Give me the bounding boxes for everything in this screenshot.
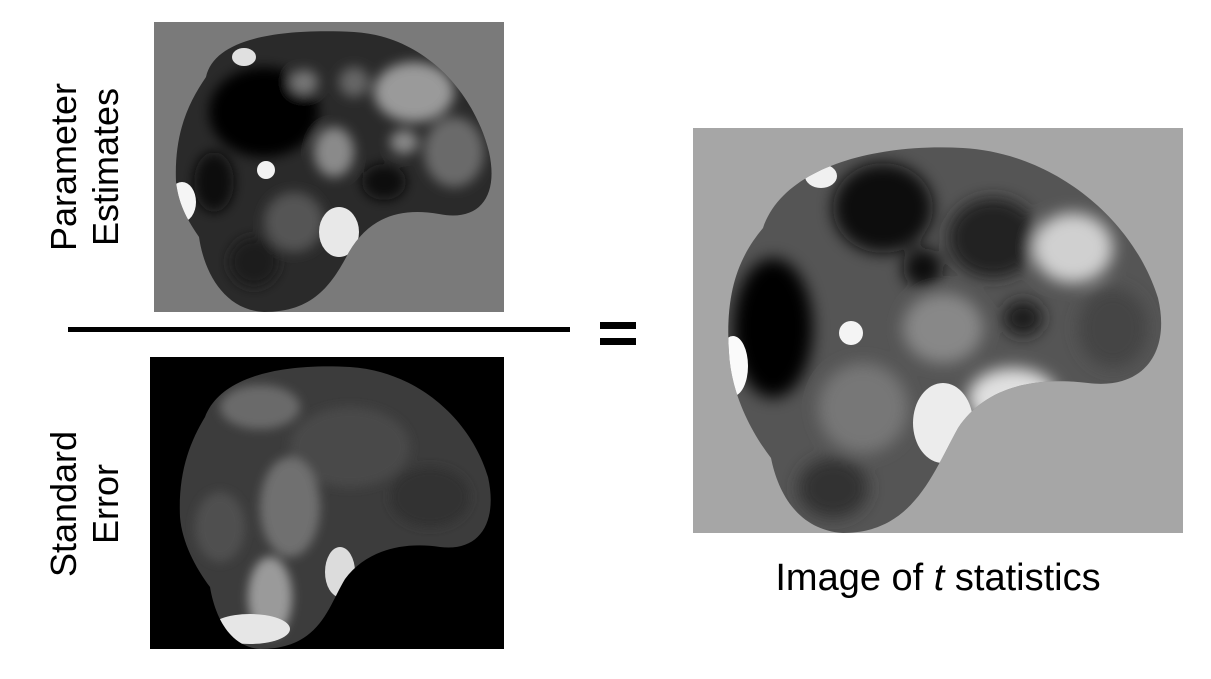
parameter-estimates-label-line-2: Estimates [85,87,126,247]
t-statistics-image [693,128,1183,533]
caption-variable: t [933,557,945,599]
equals-sign [600,322,636,346]
caption-prefix: Image of [775,557,934,599]
parameter-estimates-label-line-1: Parameter [43,82,84,252]
standard-error-label-line-1: Standard [43,430,84,578]
standard-error-image [150,357,504,649]
standard-error-label-line-2: Error [85,464,126,545]
caption-suffix: statistics [944,557,1101,599]
parameter-estimates-image [154,22,504,312]
t-statistics-caption: Image of t statistics [693,557,1183,600]
division-line [68,327,570,332]
